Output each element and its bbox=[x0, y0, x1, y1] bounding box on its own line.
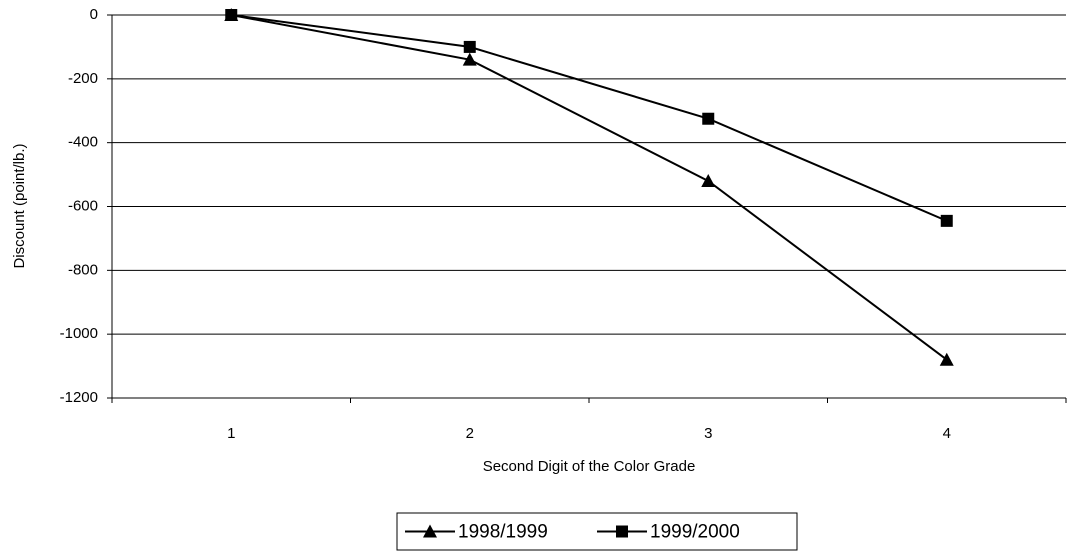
y-tick-label: -800 bbox=[68, 261, 98, 278]
x-tick-label: 1 bbox=[227, 425, 235, 442]
y-tick-label: -400 bbox=[68, 134, 98, 151]
marker-triangle bbox=[701, 173, 716, 187]
y-tick-label: -200 bbox=[68, 70, 98, 87]
y-tick-label: -600 bbox=[68, 197, 98, 214]
x-tick-label: 4 bbox=[943, 425, 951, 442]
x-tick-label: 2 bbox=[466, 425, 474, 442]
marker-square bbox=[940, 214, 953, 227]
marker-triangle bbox=[462, 52, 477, 66]
series-line bbox=[231, 14, 948, 222]
legend-label: 1999/2000 bbox=[650, 522, 740, 543]
legend-label: 1998/1999 bbox=[458, 522, 548, 543]
series-line bbox=[231, 14, 948, 361]
marker-triangle bbox=[423, 524, 437, 538]
x-axis-title: Second Digit of the Color Grade bbox=[483, 458, 696, 475]
marker-triangle bbox=[939, 352, 954, 366]
y-tick-label: -1200 bbox=[60, 389, 98, 406]
marker-square bbox=[463, 40, 476, 53]
y-tick-label: -1000 bbox=[60, 325, 98, 342]
y-tick-label: 0 bbox=[90, 6, 98, 23]
marker-square bbox=[616, 525, 628, 538]
marker-square bbox=[702, 112, 715, 125]
marker-square bbox=[225, 9, 238, 21]
x-tick-label: 3 bbox=[704, 425, 712, 442]
y-axis-title: Discount (point/lb.) bbox=[11, 143, 28, 268]
